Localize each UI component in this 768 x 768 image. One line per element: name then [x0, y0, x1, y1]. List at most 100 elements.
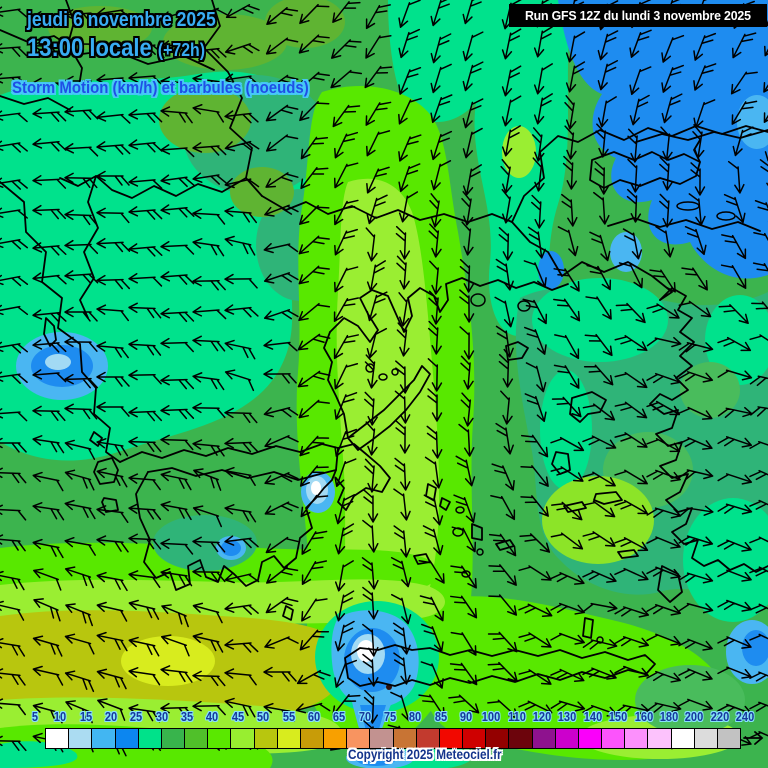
wind-barb-glyph [160, 76, 194, 94]
wind-barb-glyph [582, 500, 616, 518]
wind-barb-glyph [334, 228, 358, 256]
wind-barb-glyph [646, 303, 680, 319]
legend-color-cell [717, 729, 741, 748]
wind-barb-icon [646, 670, 681, 683]
wind-barb-icon [488, 594, 518, 616]
field-blob [610, 232, 642, 272]
wind-barb-glyph [749, 374, 768, 387]
wind-barb-glyph [752, 262, 768, 287]
wind-barb-icon [462, 127, 483, 159]
wind-barb-glyph [614, 469, 648, 485]
wind-barb-glyph [501, 95, 522, 127]
wind-barb-icon [263, 242, 299, 254]
wind-barb-icon [430, 33, 452, 64]
wind-barb-glyph [332, 104, 361, 128]
wind-barb-icon [764, 130, 768, 162]
legend-scale-label: 180 [659, 709, 679, 724]
wind-barb-glyph [582, 704, 618, 717]
wind-barb-glyph [749, 633, 768, 647]
wind-barb-icon [32, 471, 64, 492]
wind-barb-icon [160, 144, 195, 158]
wind-barb-icon [582, 667, 617, 680]
wind-barb-icon [265, 596, 299, 614]
wind-barb-icon [333, 297, 360, 323]
wind-barb-icon [518, 632, 552, 648]
wind-barb-icon [396, 322, 410, 357]
wind-barb-icon [763, 69, 768, 93]
legend-scale-label: 80 [409, 709, 422, 724]
wind-barb-glyph [422, 525, 444, 556]
wind-barb-glyph [393, 488, 411, 521]
wind-barb-glyph [717, 539, 752, 552]
wind-barb-icon [331, 39, 362, 59]
wind-barb-glyph [561, 193, 578, 227]
wind-barb-icon [455, 455, 476, 487]
wind-barb-glyph [430, 94, 453, 124]
wind-barb-icon [678, 469, 714, 480]
wind-barb-glyph [461, 221, 474, 256]
wind-barb-glyph [661, 93, 683, 124]
wind-barb-glyph [363, 489, 379, 523]
wind-barb-icon [96, 170, 130, 186]
wind-barb-glyph [334, 362, 359, 390]
wind-barb-glyph [430, 160, 452, 191]
wind-barb-glyph [553, 364, 580, 389]
wind-barb-glyph [334, 428, 358, 457]
wind-barb-icon [749, 499, 768, 513]
wind-barb-glyph [334, 560, 354, 592]
wind-barb-icon [430, 160, 452, 191]
wind-barb-icon [430, 63, 452, 94]
wind-barb-icon [500, 390, 513, 425]
legend-scale-label: 120 [532, 709, 552, 724]
wind-barb-icon [461, 221, 474, 256]
legend-color-cell [347, 729, 371, 748]
legend-color-cell [625, 729, 649, 748]
wind-barb-glyph [333, 162, 359, 189]
wind-barb-icon [655, 225, 675, 258]
wind-barb-icon [459, 289, 475, 323]
wind-barb-glyph [565, 31, 586, 63]
coastline-path [135, 469, 337, 591]
wind-barb-icon [96, 44, 131, 58]
wind-barb-glyph [551, 396, 582, 418]
wind-barb-icon [333, 162, 359, 189]
wind-barb-icon [693, 63, 717, 91]
wind-barb-glyph [224, 639, 259, 653]
wind-barb-icon [128, 273, 163, 287]
legend-color-cell [463, 729, 487, 748]
wind-barb-glyph [0, 371, 28, 384]
wind-barb-glyph [593, 191, 610, 225]
wind-barb-icon [749, 633, 768, 647]
legend-color-cell [324, 729, 348, 748]
legend-color-cell [185, 729, 209, 748]
wind-barb-icon [298, 265, 330, 285]
wind-barb-glyph [263, 242, 299, 254]
wind-barb-icon [562, 155, 577, 190]
wind-barb-glyph [96, 141, 131, 155]
wind-barb-icon [462, 164, 483, 196]
wind-barb-glyph [96, 74, 131, 88]
wind-barb-glyph [614, 703, 650, 716]
wind-barb-glyph [550, 632, 585, 645]
legend-color-cell [694, 729, 718, 748]
wind-barb-glyph [265, 172, 299, 188]
wind-barb-glyph [524, 393, 547, 423]
wind-barb-icon [297, 333, 331, 351]
wind-barb-icon [64, 75, 98, 91]
wind-barb-glyph [0, 73, 28, 87]
wind-barb-glyph [0, 6, 28, 19]
wind-barb-glyph [301, 530, 328, 555]
coastline-path [617, 549, 639, 559]
wind-barb-glyph [160, 634, 190, 657]
wind-barb-glyph [224, 437, 259, 453]
field-blob [221, 540, 241, 556]
wind-barb-icon [0, 638, 26, 657]
wind-barb-icon [298, 302, 331, 322]
wind-barb-glyph [553, 298, 581, 322]
wind-barb-glyph [451, 526, 477, 553]
wind-barb-glyph [331, 39, 362, 59]
wind-barb-glyph [32, 665, 64, 686]
wind-barb-glyph [717, 336, 752, 352]
wind-barb-icon [646, 336, 682, 348]
wind-barb-glyph [450, 631, 477, 656]
